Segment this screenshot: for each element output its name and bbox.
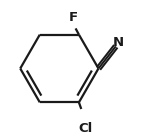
Text: F: F <box>69 11 78 24</box>
Text: Cl: Cl <box>79 122 93 135</box>
Text: N: N <box>113 36 124 49</box>
